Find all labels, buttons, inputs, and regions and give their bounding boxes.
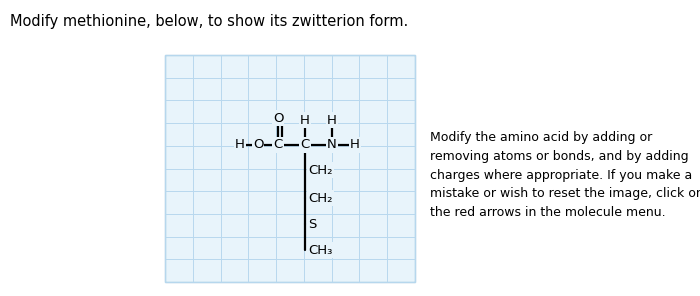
Text: H: H	[327, 113, 337, 126]
Text: C: C	[274, 139, 283, 152]
Text: H: H	[300, 113, 310, 126]
Text: C: C	[300, 139, 309, 152]
Bar	[165, 55, 415, 282]
Text: H: H	[350, 139, 360, 152]
Text: O: O	[253, 139, 263, 152]
Text: Modify methionine, below, to show its zwitterion form.: Modify methionine, below, to show its zw…	[10, 14, 408, 29]
Text: H: H	[235, 139, 245, 152]
Text: CH₂: CH₂	[308, 163, 332, 176]
Text: S: S	[308, 218, 316, 231]
Text: N: N	[327, 139, 337, 152]
Text: O: O	[273, 112, 284, 125]
Text: CH₃: CH₃	[308, 244, 332, 257]
Text: CH₂: CH₂	[308, 192, 332, 205]
Text: Modify the amino acid by adding or
removing atoms or bonds, and by adding
charge: Modify the amino acid by adding or remov…	[430, 131, 700, 218]
